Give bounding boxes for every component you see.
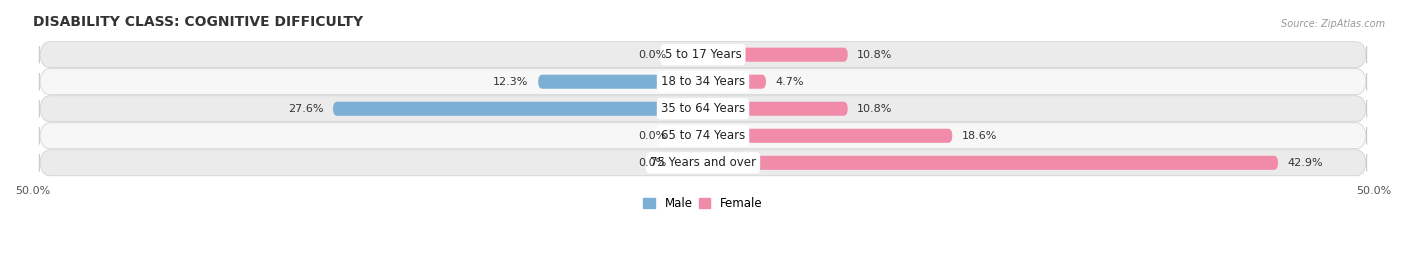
FancyBboxPatch shape: [39, 42, 1367, 68]
Text: DISABILITY CLASS: COGNITIVE DIFFICULTY: DISABILITY CLASS: COGNITIVE DIFFICULTY: [32, 15, 363, 29]
Text: 75 Years and over: 75 Years and over: [650, 156, 756, 169]
FancyBboxPatch shape: [39, 69, 1367, 95]
Text: 0.0%: 0.0%: [638, 131, 666, 141]
FancyBboxPatch shape: [703, 102, 848, 116]
FancyBboxPatch shape: [703, 75, 766, 89]
Text: 42.9%: 42.9%: [1288, 158, 1323, 168]
Text: 35 to 64 Years: 35 to 64 Years: [661, 102, 745, 115]
Text: 65 to 74 Years: 65 to 74 Years: [661, 129, 745, 142]
Text: 27.6%: 27.6%: [288, 104, 323, 114]
FancyBboxPatch shape: [703, 48, 848, 62]
FancyBboxPatch shape: [333, 102, 703, 116]
FancyBboxPatch shape: [39, 150, 1367, 176]
FancyBboxPatch shape: [39, 123, 1367, 149]
FancyBboxPatch shape: [703, 156, 1278, 170]
FancyBboxPatch shape: [538, 75, 703, 89]
Text: 4.7%: 4.7%: [775, 77, 804, 87]
Text: 5 to 17 Years: 5 to 17 Years: [665, 48, 741, 61]
Text: 0.0%: 0.0%: [638, 158, 666, 168]
FancyBboxPatch shape: [39, 96, 1367, 122]
Legend: Male, Female: Male, Female: [638, 192, 768, 215]
FancyBboxPatch shape: [703, 129, 952, 143]
Text: 12.3%: 12.3%: [494, 77, 529, 87]
Text: 18 to 34 Years: 18 to 34 Years: [661, 75, 745, 88]
Text: 18.6%: 18.6%: [962, 131, 997, 141]
FancyBboxPatch shape: [676, 48, 703, 62]
Text: 0.0%: 0.0%: [638, 50, 666, 60]
Text: 10.8%: 10.8%: [858, 104, 893, 114]
Text: Source: ZipAtlas.com: Source: ZipAtlas.com: [1281, 19, 1385, 29]
FancyBboxPatch shape: [676, 129, 703, 143]
Text: 10.8%: 10.8%: [858, 50, 893, 60]
FancyBboxPatch shape: [676, 156, 703, 170]
